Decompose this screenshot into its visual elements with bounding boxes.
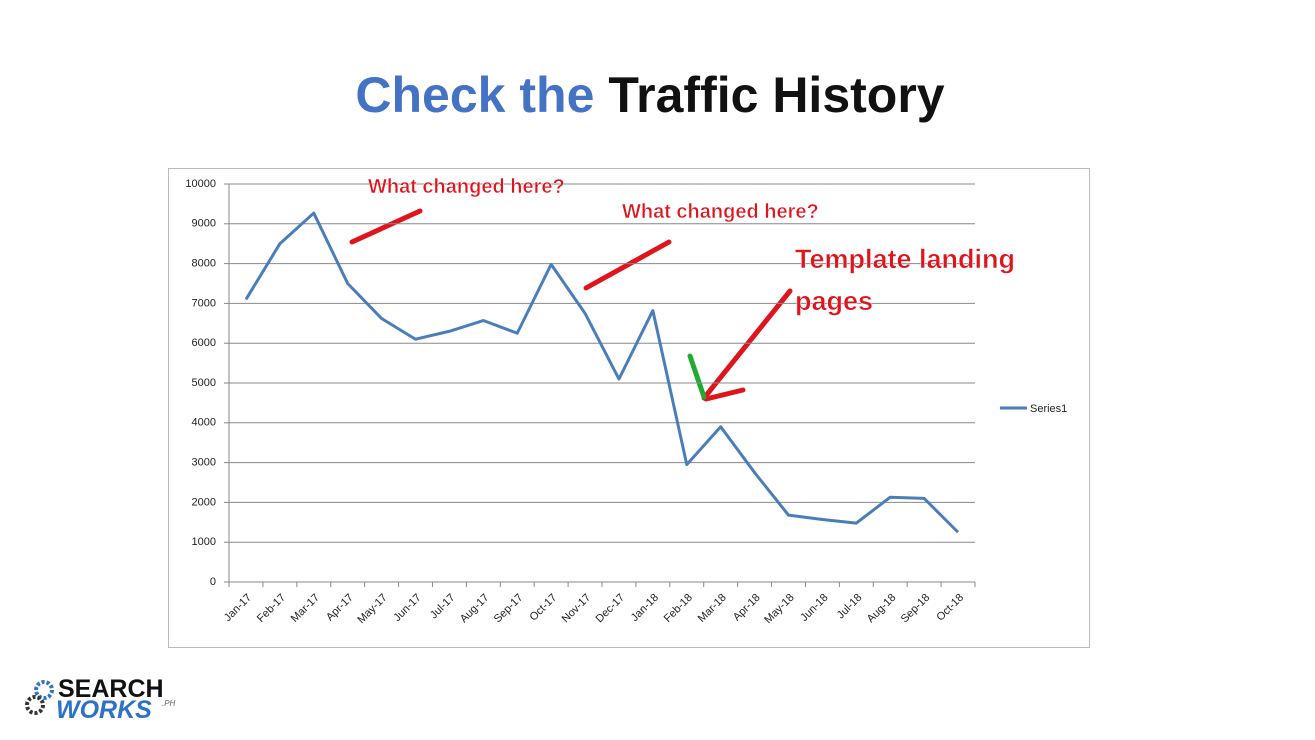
title-part: Traffic History [608, 67, 944, 123]
logo-text: WORKS [56, 696, 152, 724]
chart-frame [168, 168, 1090, 648]
logo-suffix: .PH [162, 699, 176, 708]
y-tick-label: 3000 [192, 457, 216, 469]
annotation: pages [795, 286, 873, 316]
annotation: Template landing [795, 244, 1015, 274]
annotation: What changed here? [368, 176, 565, 198]
y-tick-label: 4000 [192, 417, 216, 429]
y-tick-label: 5000 [192, 377, 216, 389]
annotation-stroke-green [687, 353, 707, 400]
y-tick-label: 10000 [185, 178, 216, 190]
slide-title: Check the Traffic History [355, 67, 944, 123]
title-part: Check the [355, 67, 594, 123]
y-tick-label: 2000 [192, 496, 216, 508]
y-tick-label: 7000 [192, 297, 216, 309]
annotation-strokes [349, 208, 793, 402]
y-tick-label: 8000 [192, 258, 216, 270]
y-tick-label: 9000 [192, 218, 216, 230]
logo-text: SEARCH [58, 675, 164, 703]
series-line [244, 211, 960, 534]
logo: SEARCH WORKS .PH [25, 675, 176, 724]
y-tick-label: 0 [210, 576, 216, 588]
y-tick-label: 6000 [192, 337, 216, 349]
legend-label: Series1 [1030, 403, 1067, 415]
annotation: What changed here? [622, 201, 819, 223]
y-tick-label: 1000 [192, 536, 216, 548]
